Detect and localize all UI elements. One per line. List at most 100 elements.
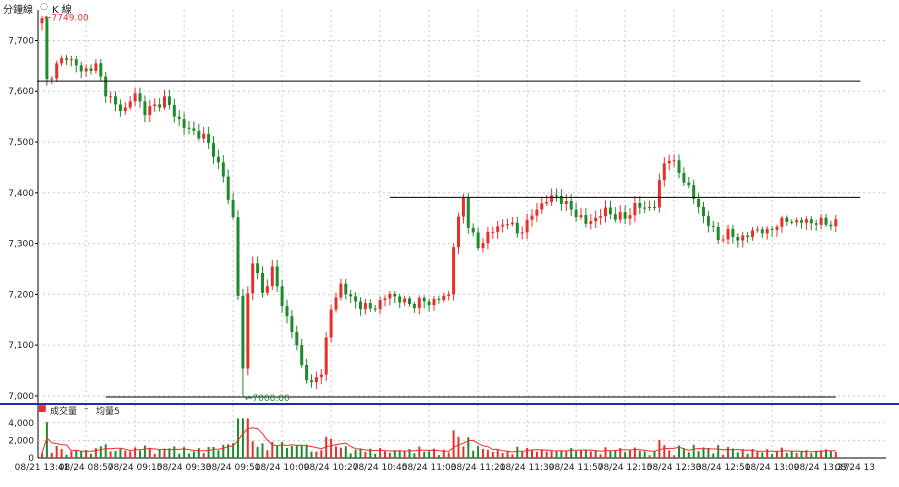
volume-bar [60, 449, 63, 458]
time-tick-label: 08/24 09:51 [206, 463, 261, 473]
k-line-mode-label[interactable]: K 線 [52, 5, 72, 16]
candle-body [594, 217, 598, 222]
candle-body [344, 283, 348, 295]
volume-bar [638, 450, 641, 458]
candle-body [653, 207, 656, 209]
volume-bar [477, 445, 480, 458]
volume-bar [766, 449, 769, 458]
candle-body [74, 59, 78, 66]
candle-body [412, 304, 416, 309]
volume-bar [756, 451, 759, 458]
legend-separator: – [84, 404, 89, 414]
volume-bar [663, 445, 666, 458]
volume-bar [687, 452, 690, 458]
candle-body [60, 58, 64, 64]
volume-bar [335, 446, 337, 458]
candle-body [510, 222, 514, 225]
candle-body [643, 207, 647, 209]
candle-body [746, 235, 750, 237]
volume-bar [143, 445, 146, 458]
volume-bar [516, 446, 519, 458]
time-tick-label: 08/24 12:33 [647, 463, 702, 473]
volume-bar [286, 447, 288, 458]
volume-bar [589, 451, 592, 458]
volume-bar [467, 437, 470, 458]
radio-circle-icon[interactable]: ◌ [40, 2, 48, 12]
volume-bar [825, 449, 827, 458]
volume-bar [535, 451, 538, 458]
candle-body [295, 331, 299, 346]
candle-body [535, 209, 539, 216]
volume-ma-legend-label: 均量5 [96, 407, 120, 417]
candle-body [564, 200, 568, 204]
volume-bar [114, 450, 117, 458]
volume-bar [550, 451, 553, 458]
volume-bar [834, 452, 837, 458]
candle-body [726, 228, 730, 240]
volume-bar [457, 436, 460, 458]
candle-body [506, 224, 509, 226]
candle-body [187, 127, 191, 129]
volume-bar [320, 450, 323, 458]
candle-body [207, 133, 211, 144]
volume-bar [428, 451, 431, 458]
volume-bar [388, 452, 391, 458]
red-square-icon: ■ [38, 404, 47, 414]
volume-bar [310, 451, 313, 458]
volume-bar [629, 449, 631, 458]
candle-body [555, 195, 558, 197]
time-tick-label: 08/24 10:27 [304, 463, 359, 473]
candle-body [182, 119, 186, 128]
volume-bar [183, 447, 186, 458]
volume-bar [237, 418, 239, 458]
price-tick-label: 7,700 [8, 36, 34, 46]
candle-body [177, 116, 181, 120]
time-tick-label: 08/24 11:57 [549, 463, 604, 473]
volume-bar [124, 450, 127, 458]
volume-bar [369, 448, 372, 458]
volume-bar [119, 448, 122, 458]
candle-body [618, 212, 622, 220]
volume-bar [437, 455, 440, 458]
candle-body [133, 93, 137, 102]
candle-body [246, 293, 250, 369]
candle-body [775, 226, 779, 230]
volume-bar [418, 446, 421, 458]
candle-body [197, 130, 201, 139]
candle-body [633, 202, 637, 216]
volume-tick-label: 0 [28, 454, 34, 464]
candle-body [143, 101, 147, 116]
volume-bar [408, 449, 411, 458]
volume-bar [643, 451, 646, 458]
candle-body [324, 337, 328, 375]
volume-bar [511, 454, 514, 458]
volume-bar [472, 450, 475, 458]
candle-body [579, 215, 583, 218]
volume-bar [50, 452, 53, 458]
candle-body [148, 105, 152, 116]
volume-bar [692, 444, 695, 458]
candle-body [383, 298, 387, 300]
candle-body [163, 96, 166, 108]
candle-body [741, 235, 745, 241]
time-tick-label: 08/24 13:27 [794, 463, 849, 473]
candle-body [300, 345, 304, 365]
volume-bar [653, 451, 656, 458]
volume-bar [727, 446, 729, 458]
time-tick-label: 08/24 12:15 [598, 463, 653, 473]
candle-body [422, 297, 426, 302]
candle-body [834, 219, 838, 227]
volume-bar [810, 453, 813, 458]
candle-body [829, 224, 833, 227]
time-tick-label: 08/24 09:33 [157, 463, 212, 473]
volume-bar [580, 450, 582, 458]
volume-bar [251, 441, 254, 458]
volume-bar [232, 443, 235, 458]
volume-bar [668, 450, 671, 458]
volume-bar [148, 447, 151, 458]
candle-body [515, 222, 519, 234]
candle-body [780, 217, 784, 227]
volume-bar [364, 451, 367, 458]
volume-bar [344, 446, 347, 458]
time-tick-label: 08/24 11:21 [451, 463, 506, 473]
